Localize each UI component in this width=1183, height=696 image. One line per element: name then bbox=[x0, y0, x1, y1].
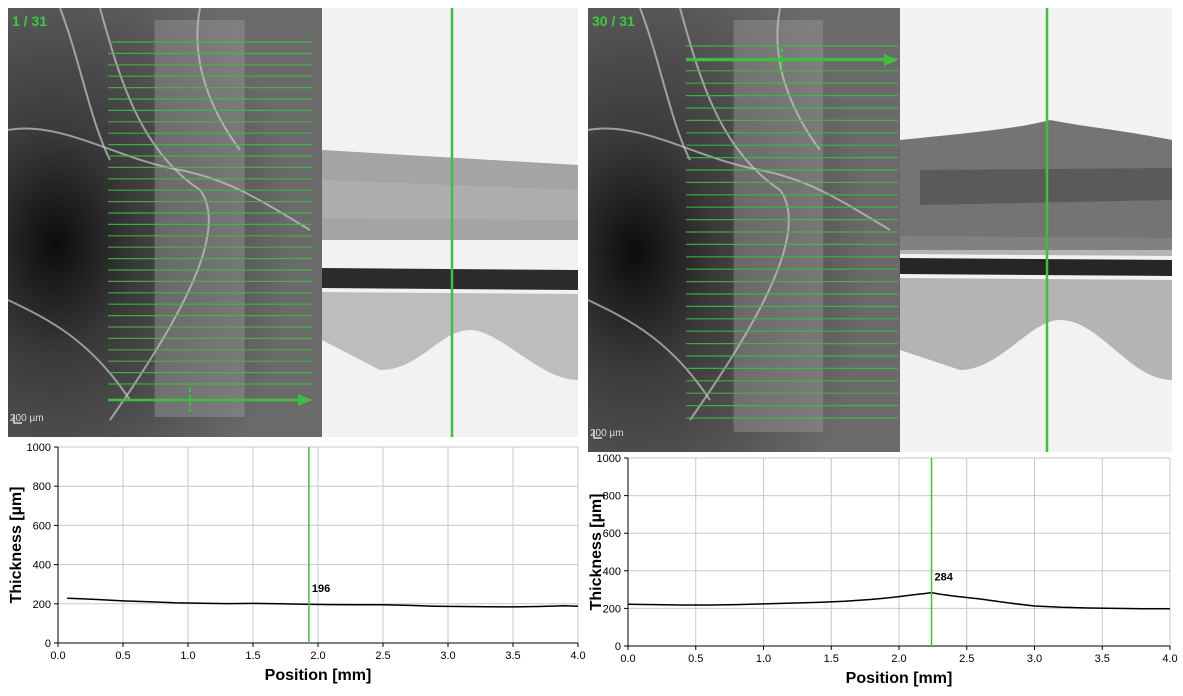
fundus-vessel bbox=[679, 7, 790, 421]
oct-layer bbox=[322, 180, 578, 220]
x-tick-label: 0.0 bbox=[50, 650, 65, 662]
y-tick-label: 0 bbox=[45, 638, 51, 650]
x-axis-title: Position [mm] bbox=[846, 670, 953, 687]
oct-layer bbox=[322, 268, 578, 290]
x-tick-label: 1.5 bbox=[245, 650, 260, 662]
y-tick-label: 800 bbox=[603, 491, 621, 503]
fundus-vessel bbox=[196, 7, 241, 151]
scan-index-label: 30 / 31 bbox=[592, 13, 635, 29]
cursor-value-label: 196 bbox=[312, 583, 330, 595]
oct-layer bbox=[900, 258, 1172, 276]
x-tick-label: 0.5 bbox=[115, 650, 130, 662]
y-tick-label: 800 bbox=[33, 481, 51, 493]
y-tick-label: 0 bbox=[615, 641, 621, 653]
scale-bar bbox=[593, 430, 602, 439]
image-pair-right-svg bbox=[587, 7, 1172, 452]
y-tick-label: 200 bbox=[33, 599, 51, 611]
cursor-value-label: 284 bbox=[935, 572, 954, 584]
x-tick-label: 0.0 bbox=[620, 653, 635, 665]
x-axis-title: Position [mm] bbox=[265, 667, 372, 684]
x-tick-label: 0.5 bbox=[688, 653, 703, 665]
x-tick-label: 2.0 bbox=[891, 653, 906, 665]
arrow-head bbox=[884, 54, 898, 66]
fundus-image bbox=[8, 8, 322, 437]
oct-layer bbox=[900, 120, 1172, 250]
y-axis-title: Thickness [µm] bbox=[588, 494, 605, 611]
x-tick-label: 2.5 bbox=[375, 650, 390, 662]
y-tick-label: 600 bbox=[33, 520, 51, 532]
fundus-vessel bbox=[59, 7, 111, 161]
x-tick-label: 3.0 bbox=[440, 650, 455, 662]
fundus-vessel bbox=[7, 299, 131, 401]
y-tick-label: 200 bbox=[603, 603, 621, 615]
thickness-profile-line bbox=[67, 597, 579, 608]
y-tick-label: 600 bbox=[603, 528, 621, 540]
x-tick-label: 1.0 bbox=[756, 653, 771, 665]
image-pair-right: 30 / 31 200 µm bbox=[580, 0, 1172, 452]
scan-panel-right: 30 / 31 200 µm 0.0 0.5 1.0 1.5 2.0 2.5 3.0 3.5 4… bbox=[580, 0, 1183, 696]
x-tick-label: 4.0 bbox=[1162, 653, 1177, 665]
x-tick-label: 3.5 bbox=[505, 650, 520, 662]
thickness-chart-right: 0.0 0.5 1.0 1.5 2.0 2.5 3.0 3.5 4.0 0 200 400 600 800… bbox=[580, 450, 1183, 696]
y-tick-label: 400 bbox=[603, 566, 621, 578]
y-axis-title: Thickness [µm] bbox=[8, 487, 25, 604]
oct-layer bbox=[900, 278, 1172, 380]
x-tick-label: 3.5 bbox=[1095, 653, 1110, 665]
y-tick-label: 400 bbox=[33, 560, 51, 572]
scale-bar-label: 200 µm bbox=[10, 413, 44, 424]
fundus-bright-band bbox=[733, 20, 824, 432]
thickness-chart-left-svg: 0.0 0.5 1.0 1.5 2.0 2.5 3.0 3.5 4.0 0 200 400 600 800… bbox=[8, 442, 586, 684]
scan-index-label: 1 / 31 bbox=[12, 13, 48, 29]
x-tick-label: 2.0 bbox=[310, 650, 325, 662]
x-tick-label: 2.5 bbox=[959, 653, 974, 665]
x-tick-label: 4.0 bbox=[570, 650, 585, 662]
x-tick-label: 1.0 bbox=[180, 650, 195, 662]
thickness-chart-left: 0.0 0.5 1.0 1.5 2.0 2.5 3.0 3.5 4.0 0 200 400 600 800… bbox=[0, 437, 590, 696]
scale-bar-label: 200 µm bbox=[590, 428, 624, 439]
oct-layer bbox=[900, 236, 1172, 256]
image-pair-left-svg bbox=[7, 7, 578, 437]
fundus-vessel bbox=[7, 127, 311, 231]
x-tick-label: 1.5 bbox=[824, 653, 839, 665]
scan-panel-left: 1 / 31 200 µm 0.0 0.5 1.0 1.5 2.0 2.5 3.0 3.5 4.… bbox=[0, 0, 590, 696]
oct-layer bbox=[322, 292, 578, 380]
x-tick-label: 3.0 bbox=[1027, 653, 1042, 665]
y-tick-label: 1000 bbox=[27, 442, 51, 454]
image-pair-left: 1 / 31 200 µm bbox=[0, 0, 578, 437]
fundus-image bbox=[588, 8, 900, 452]
arrow-head bbox=[298, 394, 312, 406]
thickness-chart-right-svg: 0.0 0.5 1.0 1.5 2.0 2.5 3.0 3.5 4.0 0 200 400 600 800… bbox=[588, 453, 1178, 687]
scale-bar bbox=[13, 415, 22, 424]
y-tick-label: 1000 bbox=[597, 453, 621, 465]
thickness-profile-line bbox=[627, 591, 1170, 610]
fundus-bright-band bbox=[154, 20, 245, 417]
fundus-vessel bbox=[639, 7, 691, 161]
